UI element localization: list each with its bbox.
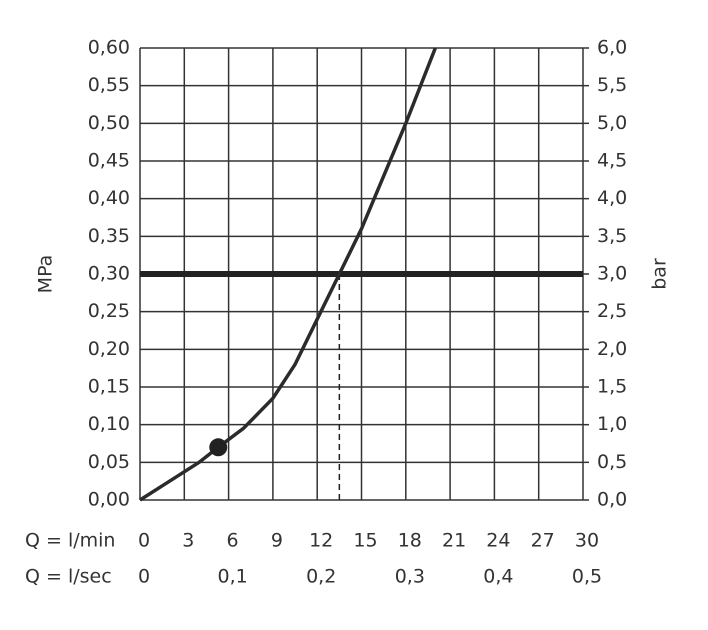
x-tick-label: 24 xyxy=(486,530,510,552)
y-tick-label: 0,45 xyxy=(88,150,130,172)
y2-tick-label: 5,5 xyxy=(597,74,627,96)
x2-axis-label: Q = l/sec xyxy=(25,566,112,588)
x-tick-label: 30 xyxy=(575,530,599,552)
y-tick-label: 0,60 xyxy=(88,37,130,59)
y-tick-label: 0,00 xyxy=(88,489,130,511)
x-tick-label: 21 xyxy=(442,530,466,552)
y2-tick-label: 0,0 xyxy=(597,489,627,511)
y-tick-label: 0,20 xyxy=(88,338,130,360)
y-tick-label: 0,05 xyxy=(88,451,130,473)
y2-tick-label: 1,5 xyxy=(597,376,627,398)
marker-dot xyxy=(209,438,228,457)
x-axis-label: Q = l/min xyxy=(25,530,115,552)
x-tick-label: 9 xyxy=(271,530,283,552)
y-tick-label: 0,10 xyxy=(88,413,130,435)
x2-tick-label: 0,4 xyxy=(483,566,513,588)
x-tick-label: 6 xyxy=(227,530,239,552)
curve xyxy=(139,47,437,502)
x-tick-label: 18 xyxy=(398,530,422,552)
y2-tick-label: 0,5 xyxy=(597,451,627,473)
y2-tick-label: 6,0 xyxy=(597,37,627,59)
y2-tick-label: 5,0 xyxy=(597,112,627,134)
y2-axis-label: bar xyxy=(649,258,671,290)
y-tick-label: 0,25 xyxy=(88,300,130,322)
x-tick-label: 15 xyxy=(353,530,377,552)
y2-tick-label: 4,0 xyxy=(597,187,627,209)
y-tick-label: 0,15 xyxy=(88,376,130,398)
x-tick-label: 12 xyxy=(309,530,333,552)
x2-tick-label: 0 xyxy=(138,566,150,588)
x2-tick-label: 0,1 xyxy=(217,566,247,588)
y2-tick-label: 2,5 xyxy=(597,300,627,322)
y-axis-label: MPa xyxy=(35,255,57,294)
y-tick-label: 0,35 xyxy=(88,225,130,247)
x2-tick-label: 0,3 xyxy=(395,566,425,588)
y2-tick-label: 3,5 xyxy=(597,225,627,247)
x-tick-label: 3 xyxy=(182,530,194,552)
x-tick-label: 27 xyxy=(531,530,555,552)
x2-tick-label: 0,5 xyxy=(572,566,602,588)
y-tick-label: 0,50 xyxy=(88,112,130,134)
y-tick-label: 0,40 xyxy=(88,187,130,209)
x2-tick-label: 0,2 xyxy=(306,566,336,588)
y-tick-label: 0,55 xyxy=(88,74,130,96)
y2-tick-label: 4,5 xyxy=(597,150,627,172)
x-tick-label: 0 xyxy=(138,530,150,552)
y2-tick-label: 1,0 xyxy=(597,413,627,435)
y2-tick-label: 3,0 xyxy=(597,263,627,285)
y2-tick-label: 2,0 xyxy=(597,338,627,360)
y-tick-label: 0,30 xyxy=(88,263,130,285)
